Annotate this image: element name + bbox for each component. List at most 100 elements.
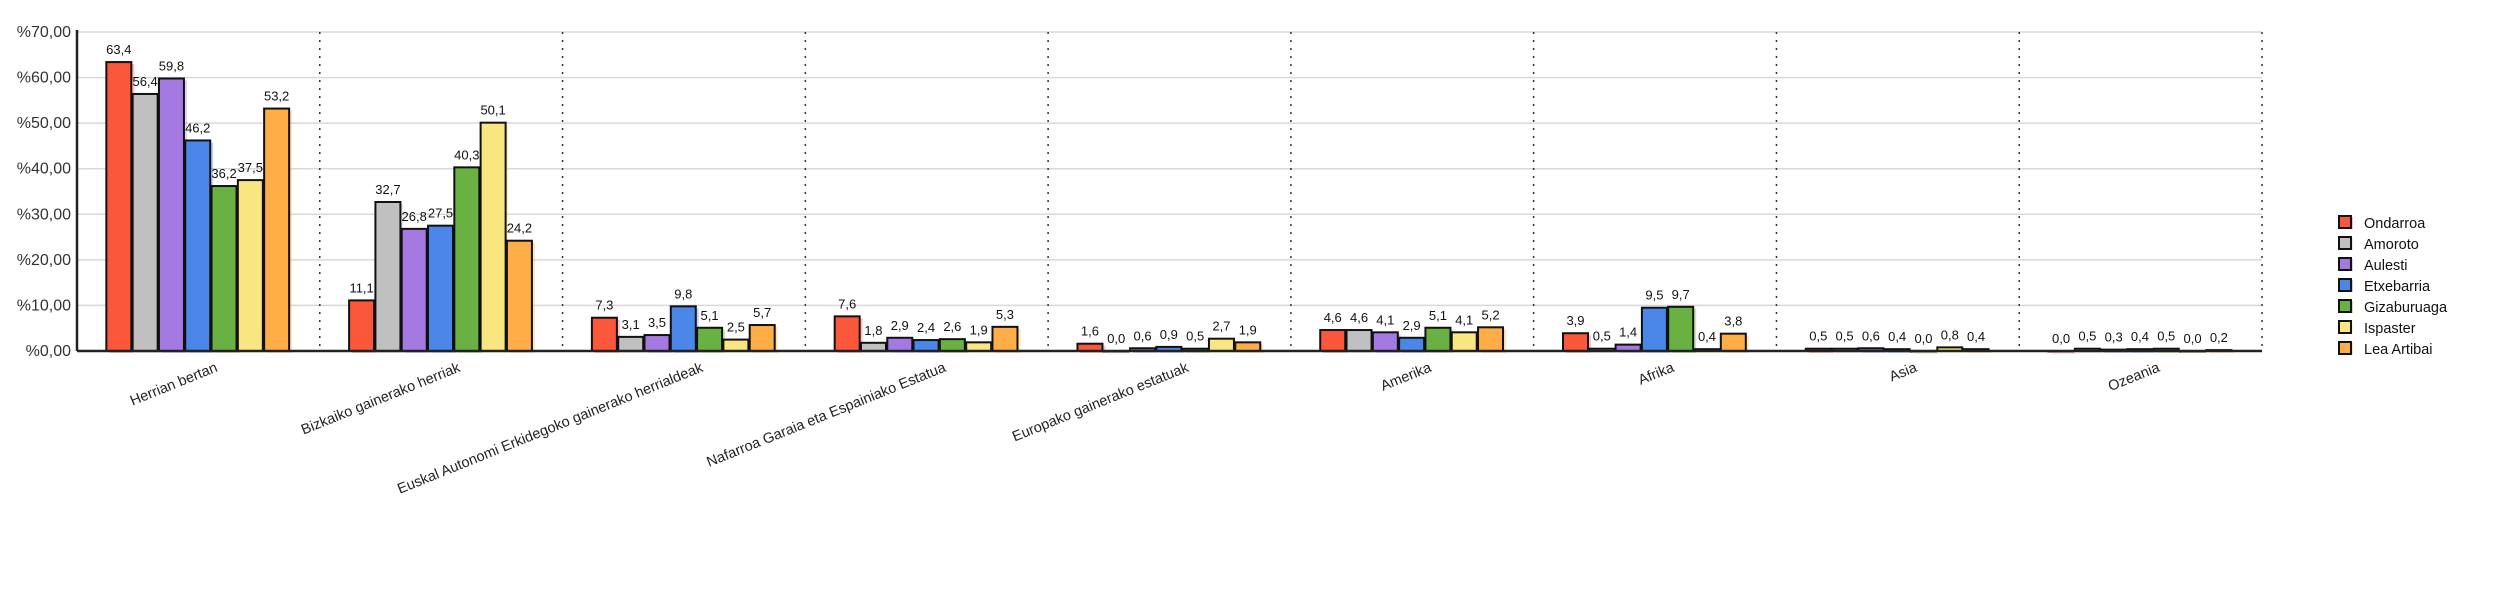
- data-label: 1,8: [864, 323, 882, 338]
- legend-swatch: [2338, 341, 2352, 355]
- data-label: 5,7: [753, 305, 771, 320]
- data-label: 0,0: [2184, 331, 2202, 346]
- bar-ondarroa: [833, 315, 861, 353]
- data-label: 53,2: [264, 89, 289, 104]
- legend-label: Gizaburuaga: [2364, 300, 2448, 316]
- bar-ondarroa: [1562, 332, 1590, 352]
- bar-shadow: [2183, 353, 2209, 354]
- bar-amoroto: [374, 200, 402, 352]
- data-label: 0,5: [2157, 329, 2175, 344]
- bar-shadow: [1106, 353, 1132, 354]
- bar-shadow: [2209, 352, 2235, 353]
- bar-ispaster: [479, 121, 507, 352]
- legend-swatch: [2338, 299, 2352, 313]
- data-label: 32,7: [375, 182, 400, 197]
- x-tick-label: Amerika: [1378, 360, 1434, 395]
- data-label: 0,5: [1186, 329, 1204, 344]
- data-label: 4,6: [1350, 310, 1368, 325]
- bar-lea-artibai: [263, 107, 291, 352]
- data-label: 0,6: [1134, 328, 1152, 343]
- data-label: 2,5: [727, 320, 745, 335]
- legend-swatch: [2338, 320, 2352, 334]
- data-label: 1,9: [970, 322, 988, 337]
- data-label: 0,4: [2131, 329, 2149, 344]
- bar-etxebarria: [184, 139, 212, 352]
- y-tick-label: %20,00: [17, 252, 71, 269]
- data-label: 46,2: [185, 120, 210, 135]
- bar-lea-artibai: [748, 324, 776, 353]
- x-tick-label: Ozeania: [2106, 360, 2163, 395]
- data-label: 59,8: [159, 58, 184, 73]
- data-label: 5,1: [1429, 308, 1447, 323]
- data-label: 9,7: [1672, 287, 1690, 302]
- data-label: 56,4: [132, 74, 157, 89]
- data-label: 11,1: [349, 280, 373, 295]
- bar-ondarroa: [590, 316, 618, 352]
- y-tick-label: %60,00: [17, 70, 71, 87]
- x-tick-label: Afrika: [1636, 360, 1677, 389]
- bar-gizaburuaga: [210, 185, 238, 352]
- data-label: 0,5: [1593, 329, 1611, 344]
- legend-swatch: [2338, 236, 2352, 250]
- data-label: 4,1: [1376, 312, 1394, 327]
- data-label: 9,8: [674, 286, 692, 301]
- data-label: 0,0: [1107, 331, 1125, 346]
- bar-ispaster: [965, 341, 993, 353]
- bar-ondarroa: [105, 61, 133, 352]
- data-label: 2,9: [1403, 318, 1421, 333]
- legend-label: Ispaster: [2364, 321, 2416, 337]
- bar-gizaburuaga: [938, 338, 966, 352]
- bar-ispaster: [1207, 337, 1235, 352]
- data-label: 5,1: [701, 308, 719, 323]
- legend-label: Ondarroa: [2364, 216, 2426, 232]
- bar-amoroto: [617, 335, 645, 353]
- bar-lea-artibai: [505, 239, 533, 353]
- data-label: 2,4: [917, 320, 935, 335]
- bar-etxebarria: [912, 339, 940, 353]
- data-label: 36,2: [211, 166, 236, 181]
- y-tick-label: %50,00: [17, 115, 71, 132]
- data-label: 9,5: [1645, 288, 1663, 303]
- bar-gizaburuaga: [696, 326, 724, 353]
- data-label: 7,6: [838, 296, 856, 311]
- data-label: 40,3: [454, 147, 479, 162]
- data-label: 0,4: [1888, 329, 1906, 344]
- data-label: 3,8: [1724, 314, 1742, 329]
- data-label: 2,7: [1212, 319, 1230, 334]
- bar-lea-artibai: [991, 325, 1019, 352]
- data-label: 0,0: [2052, 331, 2070, 346]
- data-label: 3,5: [648, 315, 666, 330]
- data-label: 63,4: [106, 42, 131, 57]
- bar-etxebarria: [669, 305, 697, 352]
- y-tick-label: %40,00: [17, 161, 71, 178]
- x-tick-label: Asia: [1887, 360, 1920, 386]
- data-label: 7,3: [595, 298, 613, 313]
- data-label: 24,2: [507, 221, 532, 236]
- data-label: 0,9: [1160, 327, 1178, 342]
- data-label: 2,9: [891, 318, 909, 333]
- bar-aulesti: [157, 77, 185, 353]
- bar-aulesti: [400, 227, 428, 353]
- data-label: 3,1: [622, 317, 640, 332]
- y-axis: %0,00 %10,00 %20,00 %30,00 %40,00 %50,00 %60,0…: [17, 24, 79, 360]
- bar-etxebarria: [427, 224, 455, 352]
- data-label: 0,4: [1967, 329, 1985, 344]
- bar-ispaster: [722, 338, 750, 353]
- legend: Ondarroa Amoroto Aulesti Etxebarria Gizaburu…: [2338, 215, 2448, 358]
- x-axis: Herrian bertan Bizkaiko gainerako herriak…: [77, 349, 2262, 498]
- data-label: 0,8: [1941, 327, 1959, 342]
- x-tick-label: Nafarroa Garaia eta Espainiako Estatua: [705, 360, 950, 471]
- data-label: 0,3: [2105, 330, 2123, 345]
- bar-shadow: [1913, 353, 1939, 354]
- data-label: 3,9: [1566, 313, 1584, 328]
- y-tick-label: %0,00: [26, 343, 71, 360]
- legend-label: Etxebarria: [2364, 279, 2431, 295]
- data-label: 0,5: [1836, 329, 1854, 344]
- data-label: 4,1: [1455, 312, 1473, 327]
- bar-etxebarria: [1398, 336, 1426, 352]
- data-label: 0,5: [2078, 329, 2096, 344]
- bar-aulesti: [886, 336, 914, 352]
- data-label: 0,0: [1914, 331, 1932, 346]
- bar-ispaster: [236, 179, 264, 352]
- bar-gizaburuaga: [1424, 326, 1452, 353]
